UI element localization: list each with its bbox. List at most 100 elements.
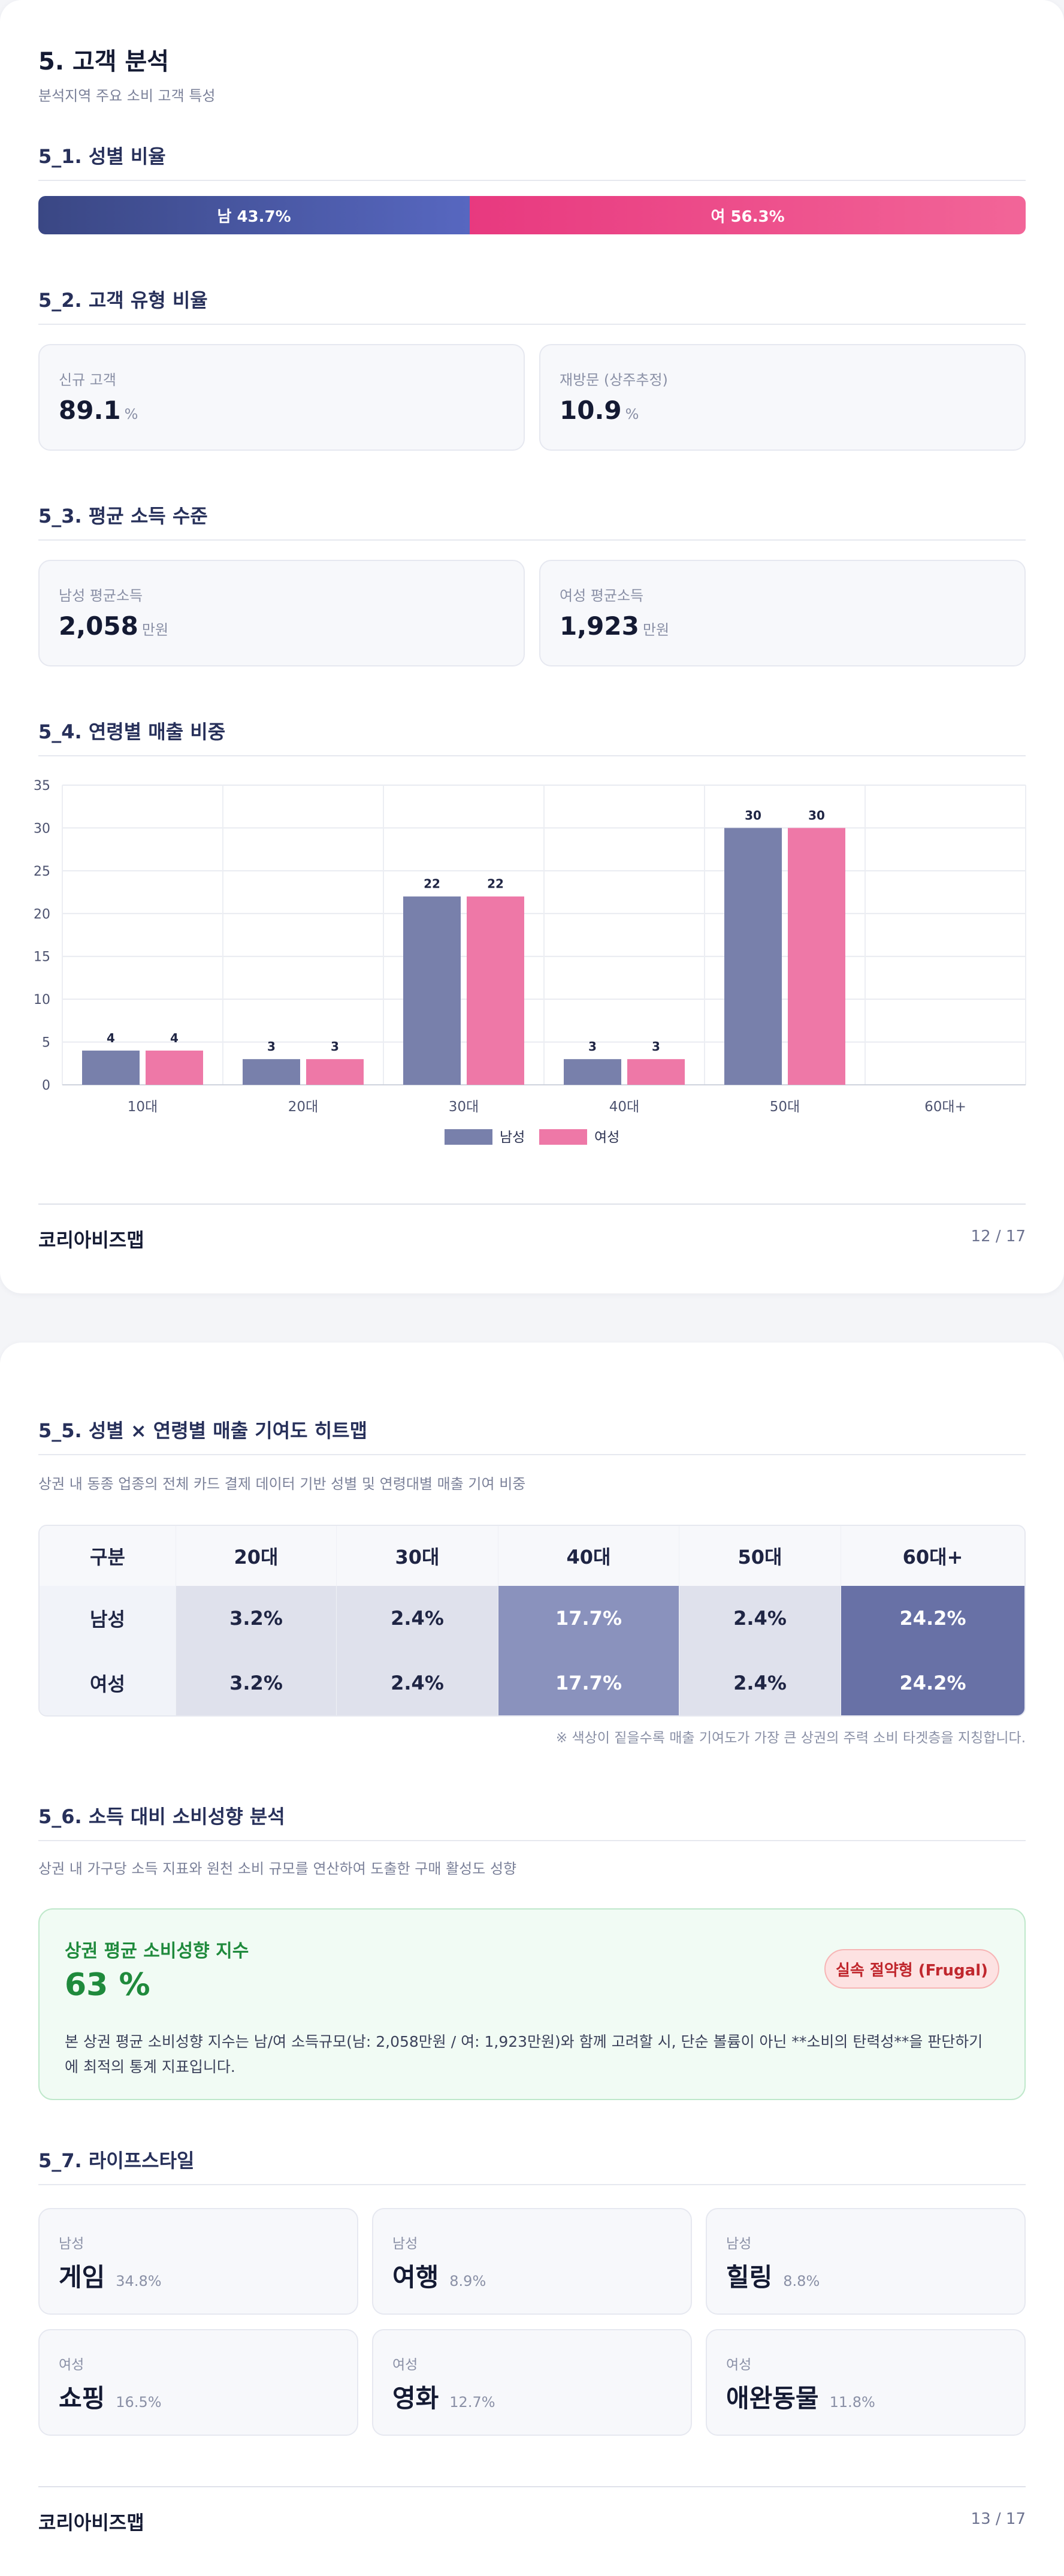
stat-number: 1,923 [560, 611, 639, 641]
lifestyle-entry: 게임 34.8% [59, 2257, 162, 2294]
lifestyle-title: 5_7. 라이프스타일 [38, 2149, 195, 2172]
male-income-card: 남성 평균소득 2,058 만원 [38, 560, 525, 666]
heatmap-row-male: 남성 3.2% 2.4% 17.7% 2.4% 24.2% [40, 1586, 1024, 1651]
bar-data-label: 30 [745, 808, 761, 822]
female-ratio-segment: 여 56.3% [470, 196, 1026, 234]
page-title: 5. 고객 분석 [38, 48, 170, 76]
age-sales-bar-chart: 0 5 10 15 20 25 30 35 10대 4 4 20대 3 3 30대 22 22 40대 3 3 50대 3… [34, 779, 1026, 1145]
bar-female [146, 1050, 203, 1085]
heatmap-cell: 17.7% [498, 1651, 679, 1715]
lifestyle-gender: 여성 [726, 2357, 752, 2373]
y-tick-label: 30 [34, 821, 50, 836]
legend-label: 여성 [594, 1130, 619, 1145]
bar-data-label: 4 [170, 1031, 179, 1045]
stat-unit: 만원 [141, 622, 169, 638]
heatmap-cell: 3.2% [176, 1586, 337, 1651]
heatmap-note: ※ 색상이 짙을수록 매출 기여도가 가장 큰 상권의 주력 소비 타겟층을 지… [555, 1730, 1026, 1746]
lifestyle-entry: 힐링 8.8% [726, 2257, 820, 2294]
lifestyle-card: 남성 게임 34.8% [38, 2208, 358, 2315]
lifestyle-gender: 남성 [392, 2236, 418, 2252]
lifestyle-percent: 8.9% [449, 2273, 486, 2290]
lifestyle-percent: 12.7% [449, 2394, 495, 2411]
heatmap-header-cell: 50대 [679, 1526, 841, 1586]
x-tick-label: 60대+ [924, 1099, 966, 1115]
heatmap-header-cell: 40대 [498, 1526, 679, 1586]
new-customer-card: 신규 고객 89.1 % [38, 344, 525, 451]
legend-label: 남성 [500, 1130, 525, 1145]
section-divider [38, 324, 1026, 325]
bar-data-label: 3 [652, 1039, 660, 1054]
lifestyle-name: 영화 [392, 2384, 439, 2413]
y-tick-label: 35 [34, 779, 50, 794]
report-page-12: 5. 고객 분석 분석지역 주요 소비 고객 특성 5_1. 성별 비율 남 4… [0, 0, 1064, 1293]
stat-unit: % [625, 406, 639, 423]
bar-female [788, 828, 845, 1085]
lifestyle-entry: 쇼핑 16.5% [59, 2378, 162, 2415]
lifestyle-entry: 애완동물 11.8% [726, 2378, 875, 2415]
lifestyle-percent: 34.8% [116, 2273, 162, 2290]
bar-data-label: 4 [107, 1031, 115, 1045]
heatmap-cell: 24.2% [841, 1651, 1024, 1715]
heatmap-table: 구분 20대 30대 40대 50대 60대+ 남성 3.2% 2.4% 17.… [38, 1525, 1026, 1717]
stat-label: 재방문 (상주추정) [560, 372, 668, 388]
heatmap-header-row: 구분 20대 30대 40대 50대 60대+ [40, 1526, 1024, 1586]
bar-data-label: 22 [424, 877, 440, 891]
bar-male [724, 828, 782, 1085]
footer-divider [38, 2486, 1026, 2487]
heatmap-cell: 2.4% [679, 1651, 841, 1715]
x-tick-label: 40대 [609, 1099, 639, 1115]
lifestyle-card: 여성 애완동물 11.8% [706, 2329, 1026, 2436]
heatmap-header-cell: 20대 [176, 1526, 337, 1586]
stat-value: 10.9 % [560, 396, 639, 425]
y-tick-label: 10 [34, 993, 50, 1008]
heatmap-title: 5_5. 성별 × 연령별 매출 기여도 히트맵 [38, 1419, 368, 1442]
lifestyle-name: 게임 [59, 2263, 105, 2292]
gender-ratio-bar: 남 43.7% 여 56.3% [38, 196, 1026, 234]
footer-brand: 코리아비즈맵 [38, 1229, 144, 1251]
mpc-index-value: 63 % [65, 1967, 150, 2003]
mpc-box-title: 상권 평균 소비성향 지수 [65, 1941, 249, 1962]
age-sales-title: 5_4. 연령별 매출 비중 [38, 720, 226, 743]
page-number: 12 / 17 [971, 1227, 1026, 1245]
lifestyle-card: 남성 힐링 8.8% [706, 2208, 1026, 2315]
bar-female [306, 1059, 364, 1085]
lifestyle-entry: 여행 8.9% [392, 2257, 486, 2294]
x-tick-label: 20대 [288, 1099, 318, 1115]
bar-male [564, 1059, 621, 1085]
stat-number: 2,058 [59, 611, 138, 641]
mpc-explanation-line: 에 최적의 통계 지표입니다. [65, 2058, 235, 2076]
section-divider [38, 755, 1026, 756]
frugal-badge: 실속 절약형 (Frugal) [824, 1949, 999, 1989]
y-tick-label: 25 [34, 864, 50, 879]
stat-value: 89.1 % [59, 396, 138, 425]
lifestyle-card: 여성 영화 12.7% [372, 2329, 692, 2436]
lifestyle-percent: 11.8% [829, 2394, 875, 2411]
lifestyle-card: 남성 여행 8.9% [372, 2208, 692, 2315]
lifestyle-gender: 남성 [59, 2236, 84, 2252]
x-tick-label: 50대 [770, 1099, 800, 1115]
heatmap-row-label: 여성 [40, 1651, 176, 1715]
section-divider [38, 1454, 1026, 1455]
stat-unit: 만원 [642, 622, 670, 638]
lifestyle-gender: 여성 [59, 2357, 84, 2373]
heatmap-row-label: 남성 [40, 1586, 176, 1651]
footer-divider [38, 1203, 1026, 1205]
heatmap-cell: 17.7% [498, 1586, 679, 1651]
heatmap-description: 상권 내 동종 업종의 전체 카드 결제 데이터 기반 성별 및 연령대별 매출… [38, 1476, 526, 1492]
stat-label: 여성 평균소득 [560, 587, 644, 604]
bar-data-label: 3 [267, 1039, 276, 1054]
section-divider [38, 180, 1026, 181]
customer-type-title: 5_2. 고객 유형 비율 [38, 289, 208, 312]
lifestyle-card: 여성 쇼핑 16.5% [38, 2329, 358, 2436]
x-tick-label: 10대 [128, 1099, 158, 1115]
heatmap-header-cell: 60대+ [841, 1526, 1024, 1586]
y-tick-label: 15 [34, 950, 50, 965]
female-income-card: 여성 평균소득 1,923 만원 [539, 560, 1026, 666]
stat-number: 89.1 [59, 396, 121, 425]
heatmap-header-cell: 구분 [40, 1526, 176, 1586]
male-ratio-segment: 남 43.7% [38, 196, 470, 234]
section-divider [38, 2184, 1026, 2185]
page-subtitle: 분석지역 주요 소비 고객 특성 [38, 88, 216, 104]
report-page-13: 5_5. 성별 × 연령별 매출 기여도 히트맵 상권 내 동종 업종의 전체 … [0, 1343, 1064, 2576]
section-divider [38, 1840, 1026, 1841]
